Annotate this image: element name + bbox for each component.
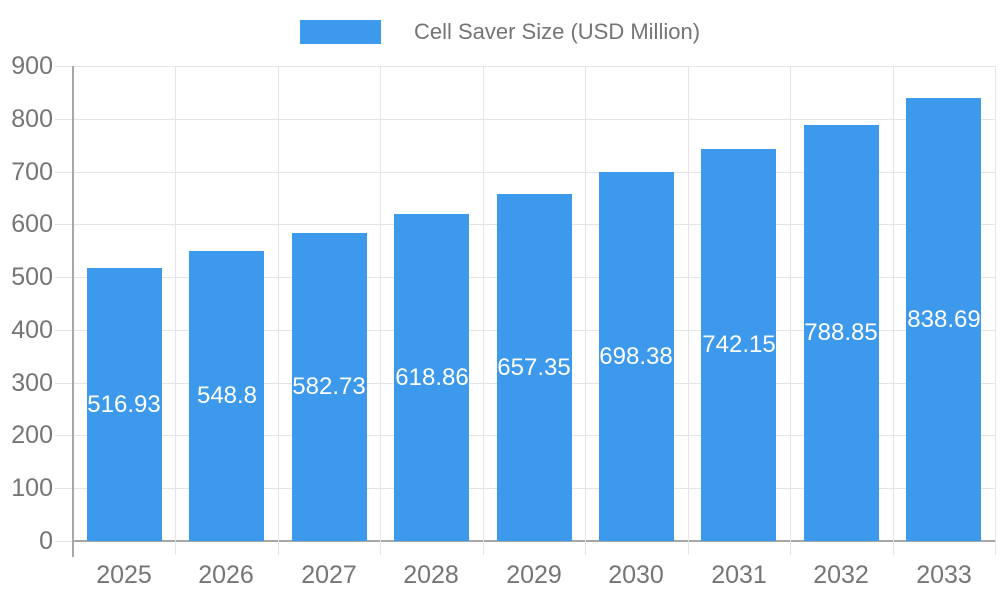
gridline	[688, 66, 689, 555]
legend-item[interactable]: Cell Saver Size (USD Million)	[0, 19, 1000, 44]
gridline	[55, 119, 995, 120]
bar[interactable]	[292, 233, 367, 541]
y-axis-tick-label: 800	[11, 105, 53, 133]
x-axis-line	[73, 540, 995, 542]
x-axis-tick-label: 2027	[301, 561, 357, 589]
gridline	[995, 66, 996, 555]
x-axis-tick-label: 2033	[916, 561, 972, 589]
gridline	[55, 172, 995, 173]
bar[interactable]	[906, 98, 981, 541]
gridline	[175, 66, 176, 555]
legend-label: Cell Saver Size (USD Million)	[413, 18, 701, 44]
x-axis-tick-label: 2029	[506, 561, 562, 589]
bar[interactable]	[701, 149, 776, 541]
y-axis-tick-label: 500	[11, 263, 53, 291]
gridline	[483, 66, 484, 555]
gridline	[380, 66, 381, 555]
gridline	[893, 66, 894, 555]
x-axis-tick-label: 2032	[813, 561, 869, 589]
x-axis-tick-label: 2030	[608, 561, 664, 589]
bar[interactable]	[804, 125, 879, 541]
y-axis-tick-label: 700	[11, 158, 53, 186]
y-axis-tick-label: 100	[11, 474, 53, 502]
y-axis-tick-label: 200	[11, 421, 53, 449]
gridline	[790, 66, 791, 555]
gridline	[55, 66, 995, 67]
bar[interactable]	[394, 214, 469, 541]
bar[interactable]	[599, 172, 674, 541]
y-axis-line	[72, 66, 74, 557]
x-axis-tick-label: 2026	[198, 561, 254, 589]
bar[interactable]	[497, 194, 572, 541]
x-axis-tick-label: 2031	[711, 561, 767, 589]
y-axis-tick-label: 300	[11, 369, 53, 397]
y-axis-tick-label: 0	[39, 527, 53, 555]
y-axis-tick-label: 600	[11, 210, 53, 238]
bar[interactable]	[87, 268, 162, 541]
x-axis-tick-label: 2025	[96, 561, 152, 589]
gridline	[585, 66, 586, 555]
y-axis-tick-label: 400	[11, 316, 53, 344]
y-tick	[55, 541, 73, 542]
gridline	[278, 66, 279, 555]
legend-swatch	[299, 19, 381, 44]
bar[interactable]	[189, 251, 264, 541]
x-axis-tick-label: 2028	[403, 561, 459, 589]
y-axis-tick-label: 900	[11, 52, 53, 80]
